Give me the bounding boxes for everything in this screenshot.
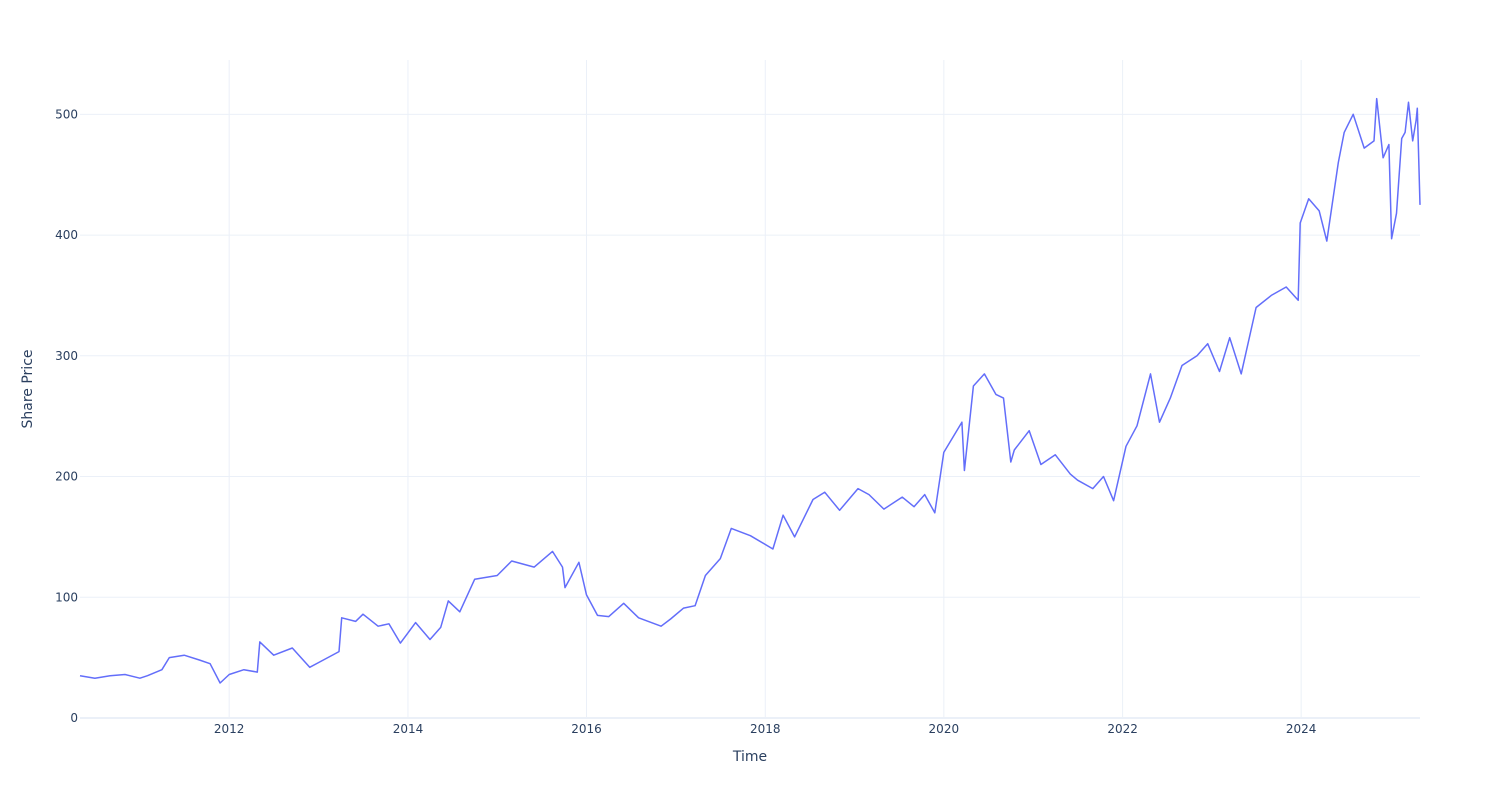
- x-axis-title: Time: [732, 749, 767, 765]
- x-tick-label: 2022: [1107, 722, 1138, 736]
- y-axis-title: Share Price: [20, 349, 36, 428]
- y-tick-label: 0: [70, 711, 78, 725]
- x-tick-label: 2012: [214, 722, 245, 736]
- y-tick-label: 200: [55, 470, 78, 484]
- series-layer: [79, 97, 1421, 684]
- y-tick-label: 400: [55, 228, 78, 242]
- y-gridlines: [80, 113, 1420, 719]
- y-axis-ticks: 0 100 200 300 400 500: [55, 107, 78, 725]
- plot-background: [80, 60, 1420, 718]
- x-tick-label: 2018: [750, 722, 781, 736]
- series-line: [79, 97, 1421, 684]
- x-tick-label: 2014: [393, 722, 424, 736]
- x-tick-label: 2024: [1286, 722, 1317, 736]
- x-axis-ticks: 2012 2014 2016 2018 2020 2022 2024: [214, 722, 1316, 736]
- x-tick-label: 2016: [571, 722, 602, 736]
- x-tick-label: 2020: [929, 722, 960, 736]
- y-tick-label: 300: [55, 349, 78, 363]
- x-gridlines: [228, 60, 1302, 718]
- y-tick-label: 500: [55, 107, 78, 121]
- y-tick-label: 100: [55, 590, 78, 604]
